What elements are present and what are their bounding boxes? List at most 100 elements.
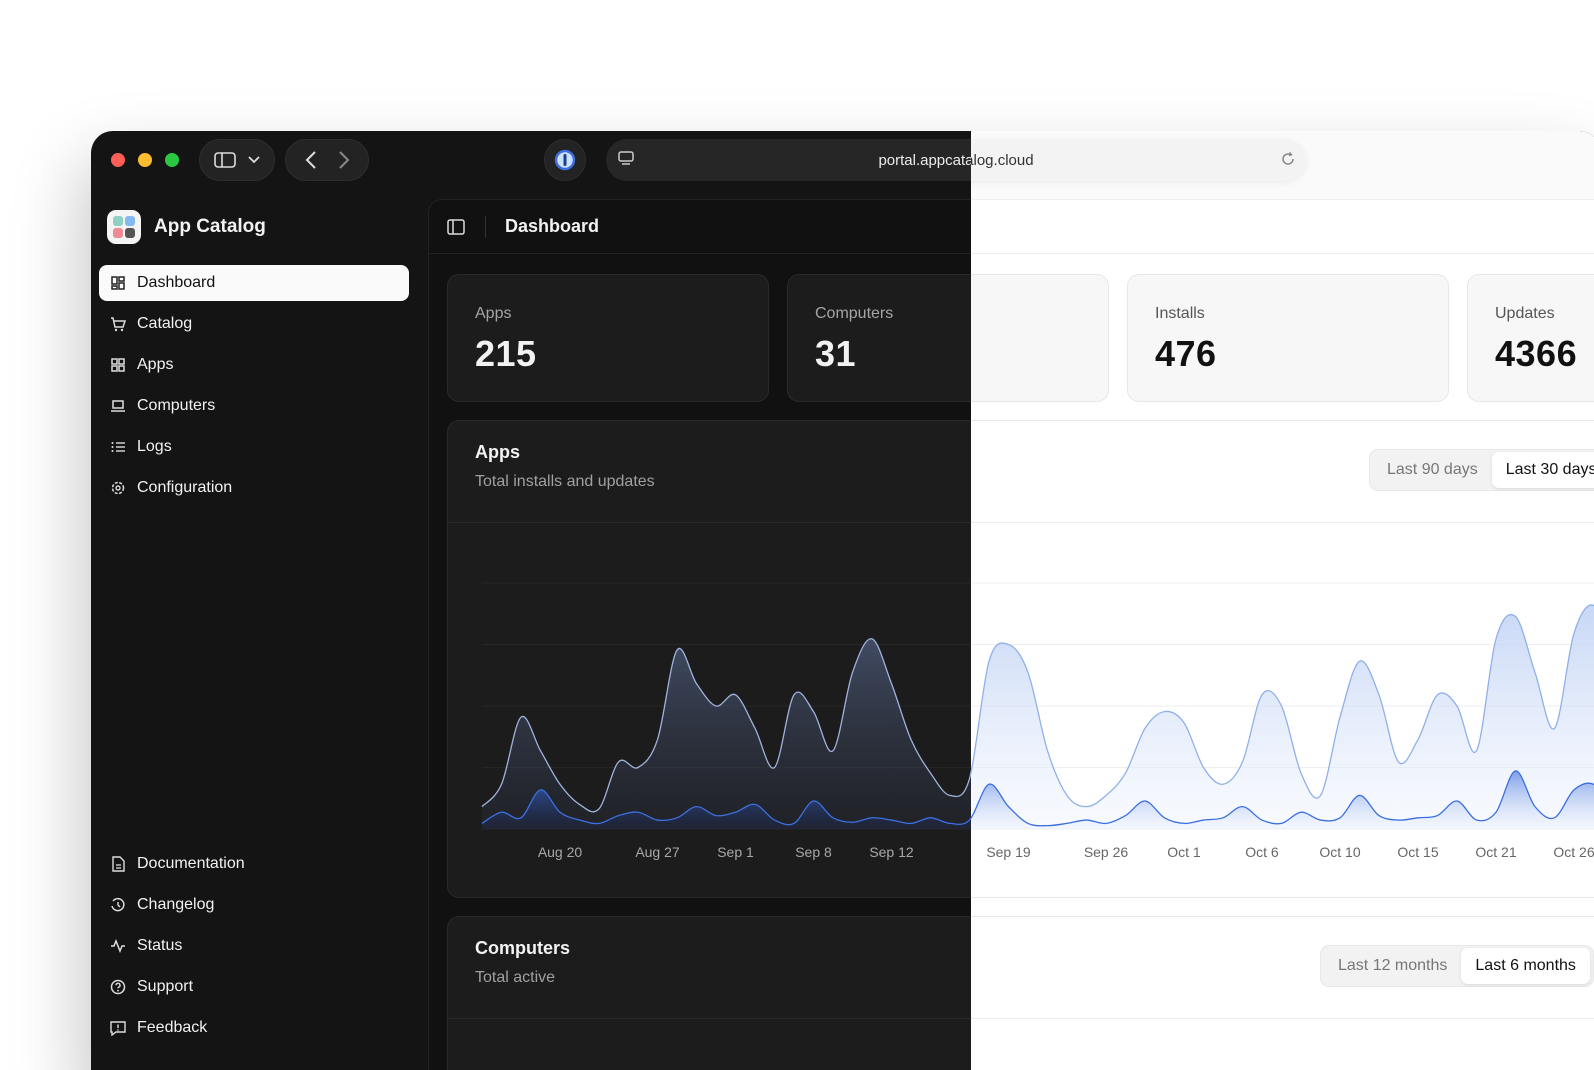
password-extension-button[interactable] [544, 139, 586, 181]
series-1-line [971, 770, 1594, 827]
series-0-area [971, 604, 1594, 829]
stat-card-computers [971, 274, 1109, 402]
help-icon [109, 978, 127, 996]
tab-last-6-months[interactable]: Last 6 months [1461, 948, 1590, 984]
header-divider [485, 216, 486, 238]
light-theme-canvas: portal.appcatalog.cloud Installs 476 Upda… [971, 0, 1594, 1070]
nav-label: Documentation [137, 855, 245, 872]
stat-card-updates: Updates 4366 [1467, 274, 1594, 402]
nav-label: Feedback [137, 1019, 208, 1036]
stat-value: 31 [815, 333, 857, 374]
panel-toggle-icon[interactable] [447, 219, 465, 235]
nav-item-documentation[interactable]: Documentation [99, 846, 409, 882]
chevron-down-icon [248, 156, 260, 164]
minimize-window-button[interactable] [138, 153, 152, 167]
nav-item-computers[interactable]: Computers [99, 388, 409, 424]
series-0-line [971, 604, 1594, 808]
stat-label: Apps [475, 305, 512, 322]
content-header [971, 200, 1594, 254]
panel-subtitle: Total active [475, 969, 556, 986]
apps-range-tabs: Last 90 days Last 30 days [1369, 449, 1594, 491]
message-icon [109, 1019, 127, 1037]
nav-label: Changelog [137, 896, 215, 913]
history-icon [109, 896, 127, 914]
page-title: Dashboard [505, 216, 600, 236]
x-tick-label: Aug 27 [635, 844, 680, 860]
x-tick-label: Aug 20 [538, 844, 583, 860]
nav-item-logs[interactable]: Logs [99, 429, 409, 465]
nav-item-catalog[interactable]: Catalog [99, 306, 409, 342]
panel-subtitle: Total installs and updates [475, 473, 655, 490]
forward-icon[interactable] [338, 151, 350, 169]
x-tick-label: Sep 26 [1084, 844, 1129, 860]
close-window-button[interactable] [111, 153, 125, 167]
light-theme: portal.appcatalog.cloud Installs 476 Upda… [971, 131, 1594, 1070]
activity-icon [109, 937, 127, 955]
nav-label: Computers [137, 397, 216, 414]
main-content: Installs 476 Updates 4366 Last 90 days Las… [971, 199, 1594, 1070]
zoom-window-button[interactable] [165, 153, 179, 167]
laptop-icon [109, 397, 127, 415]
panel-divider [971, 1018, 1594, 1019]
nav-item-support[interactable]: Support [99, 969, 409, 1005]
stat-value: 476 [1155, 333, 1217, 374]
url-text: portal.appcatalog.cloud [971, 151, 1034, 169]
nav-label: Support [137, 978, 194, 995]
x-tick-label: Oct 21 [1475, 844, 1516, 860]
grid-icon [109, 356, 127, 374]
x-tick-label: Oct 6 [1245, 844, 1279, 860]
tab-last-12-months[interactable]: Last 12 months [1338, 957, 1448, 974]
x-tick-label: Sep 12 [869, 844, 914, 860]
page-menu-icon[interactable] [618, 151, 634, 167]
back-icon[interactable] [305, 151, 317, 169]
stat-value: 215 [475, 333, 537, 374]
stat-card-installs: Installs 476 [1127, 274, 1449, 402]
nav-label: Configuration [137, 479, 233, 496]
stat-value: 4366 [1495, 333, 1578, 374]
reload-icon[interactable] [1280, 151, 1296, 167]
dashboard-icon [109, 274, 127, 292]
app-logo [107, 210, 141, 244]
x-tick-label: Sep 1 [717, 844, 754, 860]
x-tick-label: Oct 10 [1319, 844, 1360, 860]
nav-item-configuration[interactable]: Configuration [99, 470, 409, 506]
x-tick-label: Sep 19 [986, 844, 1031, 860]
nav-label: Status [137, 937, 183, 954]
tab-last-90-days[interactable]: Last 90 days [1387, 461, 1478, 478]
nav-item-status[interactable]: Status [99, 928, 409, 964]
tab-last-30-days[interactable]: Last 30 days [1491, 452, 1594, 488]
app-name: App Catalog [154, 216, 266, 237]
panel-title: Computers [475, 938, 571, 958]
document-icon [109, 855, 127, 873]
x-tick-label: Oct 26 [1553, 844, 1594, 860]
nav-label: Logs [137, 438, 172, 455]
nav-item-dashboard[interactable]: Dashboard [99, 265, 409, 301]
panel-title: Apps [475, 442, 520, 462]
gear-icon [109, 479, 127, 497]
light-theme-split: portal.appcatalog.cloud Installs 476 Upda… [971, 0, 1594, 1070]
nav-item-apps[interactable]: Apps [99, 347, 409, 383]
nav-label: Dashboard [137, 274, 216, 291]
stat-card-apps: Apps 215 [447, 274, 769, 402]
series-1-area [971, 770, 1594, 829]
x-tick-label: Sep 8 [795, 844, 832, 860]
list-icon [109, 438, 127, 456]
nav-label: Catalog [137, 315, 193, 332]
password-manager-icon [554, 149, 576, 171]
stat-label: Updates [1495, 305, 1555, 322]
address-bar[interactable]: portal.appcatalog.cloud [971, 139, 1306, 181]
nav-item-changelog[interactable]: Changelog [99, 887, 409, 923]
panel-divider [971, 522, 1594, 523]
stat-label: Installs [1155, 305, 1205, 322]
series-1-area [482, 770, 1594, 829]
browser-window-light: portal.appcatalog.cloud Installs 476 Upda… [971, 131, 1594, 1070]
nav-label: Apps [137, 356, 174, 373]
x-tick-label: Oct 1 [1167, 844, 1201, 860]
computers-chart-panel: Last 12 months Last 6 months [971, 916, 1594, 1070]
nav-item-feedback[interactable]: Feedback [99, 1010, 409, 1046]
sidebar-toggle-group[interactable] [199, 139, 275, 181]
history-nav-group [285, 139, 369, 181]
